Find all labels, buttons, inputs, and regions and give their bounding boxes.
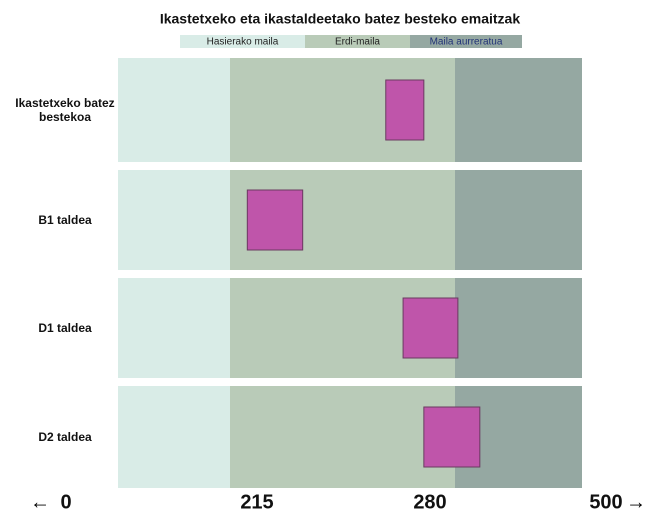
arrow-left: ← [30,491,50,513]
category-label: D2 taldea [38,430,92,444]
category-label: D1 taldea [38,321,92,335]
x-tick-label: 280 [413,491,446,513]
legend-swatch [305,35,410,48]
range-box [423,406,481,468]
zone [118,170,230,270]
x-tick-label: 500 [589,491,622,513]
range-box [402,297,459,359]
legend-swatch [410,35,522,48]
zone [230,386,455,488]
zone [118,278,230,378]
range-box [385,79,425,141]
legend-label: Maila aurreratua [430,37,503,48]
arrow-right: → [626,491,646,513]
legend-swatch [180,35,305,48]
category-label: B1 taldea [38,213,92,227]
zone [118,58,230,162]
chart-title: Ikastetxeko eta ikastaldeetako batez bes… [160,11,521,27]
zone [118,386,230,488]
zone [455,278,582,378]
zone [455,58,582,162]
legend-label: Hasierako maila [207,37,279,48]
category-label: Ikastetxeko batez bestekoa [15,96,115,124]
zone [455,170,582,270]
x-tick-label: 215 [240,491,273,513]
legend-label: Erdi-maila [335,37,380,48]
range-box [246,189,304,251]
x-tick-label: 0 [60,491,71,513]
